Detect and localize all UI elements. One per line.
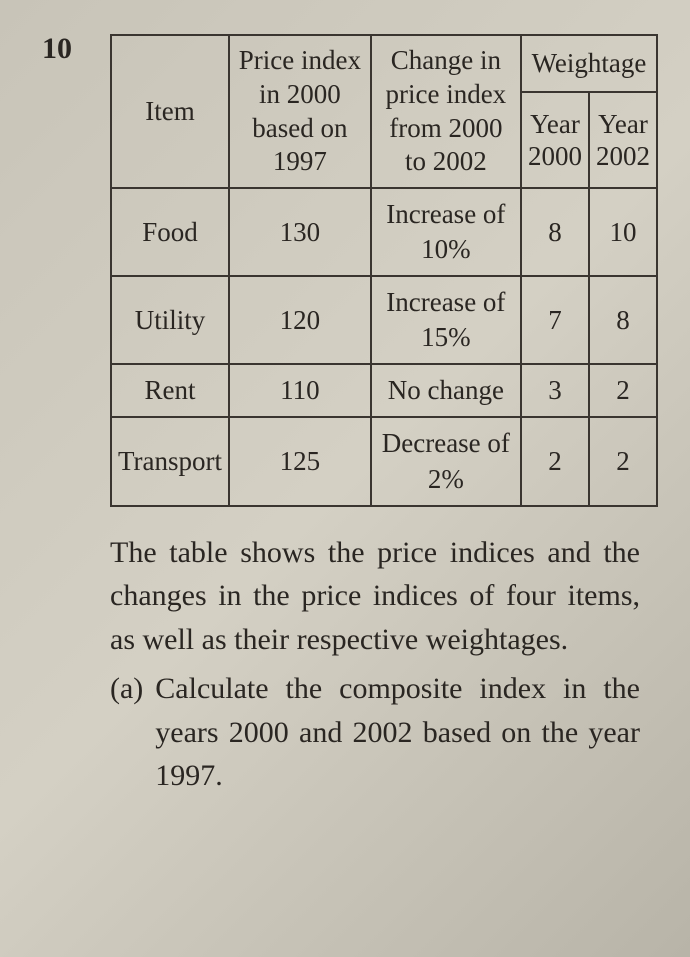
cell-weight-2000: 8 <box>521 188 589 276</box>
header-year-2000: Year 2000 <box>521 92 589 188</box>
cell-change: Increase of 10% <box>371 188 521 276</box>
header-item: Item <box>111 35 229 188</box>
cell-price-index: 130 <box>229 188 371 276</box>
table-row: Utility 120 Increase of 15% 7 8 <box>111 276 657 364</box>
cell-item: Food <box>111 188 229 276</box>
header-year-2002: Year 2002 <box>589 92 657 188</box>
cell-change: No change <box>371 364 521 417</box>
table-row: Food 130 Increase of 10% 8 10 <box>111 188 657 276</box>
cell-weight-2000: 2 <box>521 417 589 505</box>
table-row: Transport 125 Decrease of 2% 2 2 <box>111 417 657 505</box>
cell-price-index: 125 <box>229 417 371 505</box>
header-weightage: Weightage <box>521 35 657 92</box>
cell-weight-2000: 3 <box>521 364 589 417</box>
table-description: The table shows the price indices and th… <box>110 531 640 662</box>
price-index-table: Item Price index in 2000 based on 1997 C… <box>110 34 658 507</box>
cell-change: Increase of 15% <box>371 276 521 364</box>
table-row: Rent 110 No change 3 2 <box>111 364 657 417</box>
cell-weight-2002: 8 <box>589 276 657 364</box>
page-container: 10 Item Price index in 2000 based on 199… <box>0 0 690 828</box>
sub-question-a: (a) Calculate the composite index in the… <box>110 667 640 798</box>
sub-question-label: (a) <box>110 667 143 798</box>
header-change: Change in price index from 2000 to 2002 <box>371 35 521 188</box>
sub-question-text: Calculate the composite index in the yea… <box>155 667 640 798</box>
cell-item: Utility <box>111 276 229 364</box>
table-header-row-1: Item Price index in 2000 based on 1997 C… <box>111 35 657 92</box>
cell-item: Transport <box>111 417 229 505</box>
cell-change: Decrease of 2% <box>371 417 521 505</box>
cell-weight-2002: 2 <box>589 417 657 505</box>
cell-item: Rent <box>111 364 229 417</box>
cell-weight-2002: 10 <box>589 188 657 276</box>
header-price-index: Price index in 2000 based on 1997 <box>229 35 371 188</box>
cell-weight-2000: 7 <box>521 276 589 364</box>
question-number: 10 <box>42 32 72 66</box>
cell-price-index: 120 <box>229 276 371 364</box>
cell-price-index: 110 <box>229 364 371 417</box>
cell-weight-2002: 2 <box>589 364 657 417</box>
